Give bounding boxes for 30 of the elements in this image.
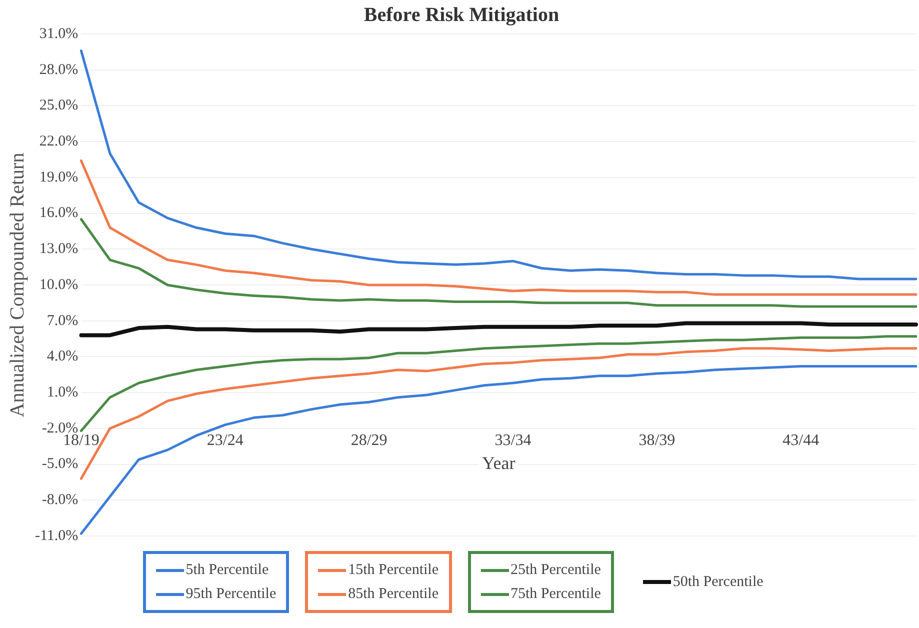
y-tick-label: 16.0% [39,205,78,222]
y-tick-label: -5.0% [42,456,78,472]
x-tick-label: 18/19 [62,432,100,450]
y-tick-label: 19.0% [39,169,78,186]
y-axis-title: Annualized Compounded Return [6,152,28,418]
y-tick-label: 31.0% [39,26,78,42]
y-tick-label: 4.0% [46,348,78,365]
legend-label: 95th Percentile [186,586,276,602]
legend-label: 75th Percentile [510,586,601,602]
y-tick-label: 1.0% [46,384,78,401]
x-tick-label: 38/39 [638,432,676,450]
y-tick-label: 22.0% [39,134,78,150]
y-tick-label: 25.0% [39,98,78,114]
x-tick-label: 43/44 [782,432,820,450]
x-tick-label: 23/24 [206,432,244,450]
legend-label: 15th Percentile [348,562,438,578]
y-tick-label: -11.0% [34,528,78,544]
y-tick-label: 7.0% [46,312,78,329]
x-tick-label: 33/34 [494,432,532,450]
legend-label: 85th Percentile [348,586,438,602]
legend-label: 25th Percentile [510,562,601,578]
y-tick-label: -8.0% [42,492,78,508]
legend-label: 50th Percentile [672,574,764,590]
y-tick-label: 10.0% [39,276,78,293]
x-axis-title: Year [482,453,516,474]
y-tick-label: 13.0% [39,241,78,258]
legend-label: 5th Percentile [186,562,269,578]
chart-title: Before Risk Mitigation [364,4,560,26]
y-tick-label: 28.0% [39,62,78,78]
x-tick-label: 28/29 [350,432,388,450]
